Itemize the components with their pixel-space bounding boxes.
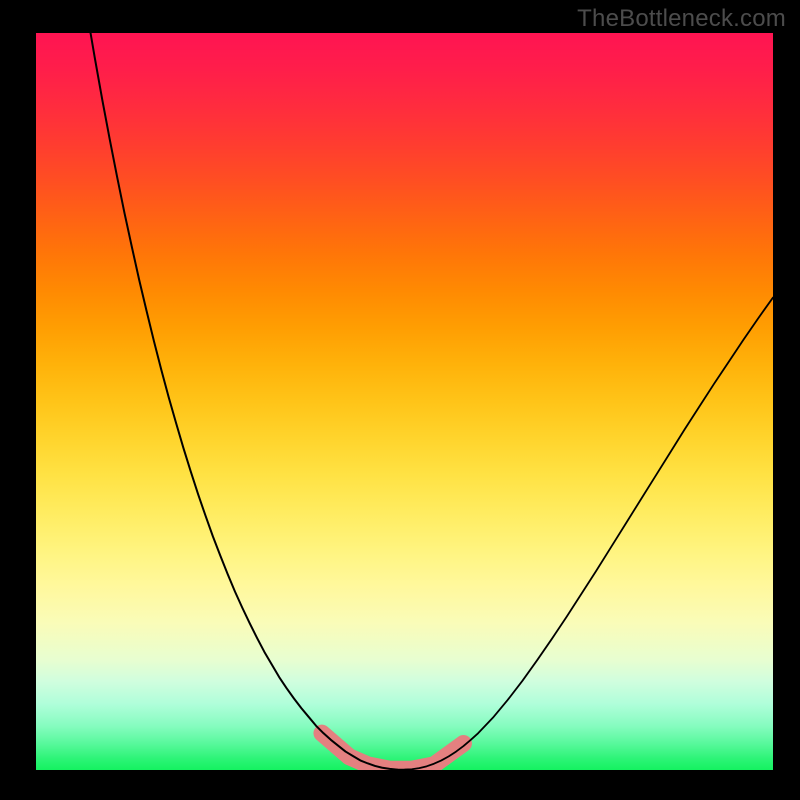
- left-curve: [91, 33, 398, 770]
- highlight-segment: [322, 733, 349, 757]
- curves-layer: [91, 33, 773, 770]
- right-curve: [397, 298, 773, 770]
- highlight-segment: [349, 757, 434, 770]
- gradient-background: [36, 33, 773, 770]
- watermark-text: TheBottleneck.com: [577, 5, 786, 33]
- plot-area: [36, 33, 773, 770]
- highlight-band: [322, 733, 464, 769]
- highlight-segment: [434, 743, 463, 764]
- chart-svg: [36, 33, 773, 770]
